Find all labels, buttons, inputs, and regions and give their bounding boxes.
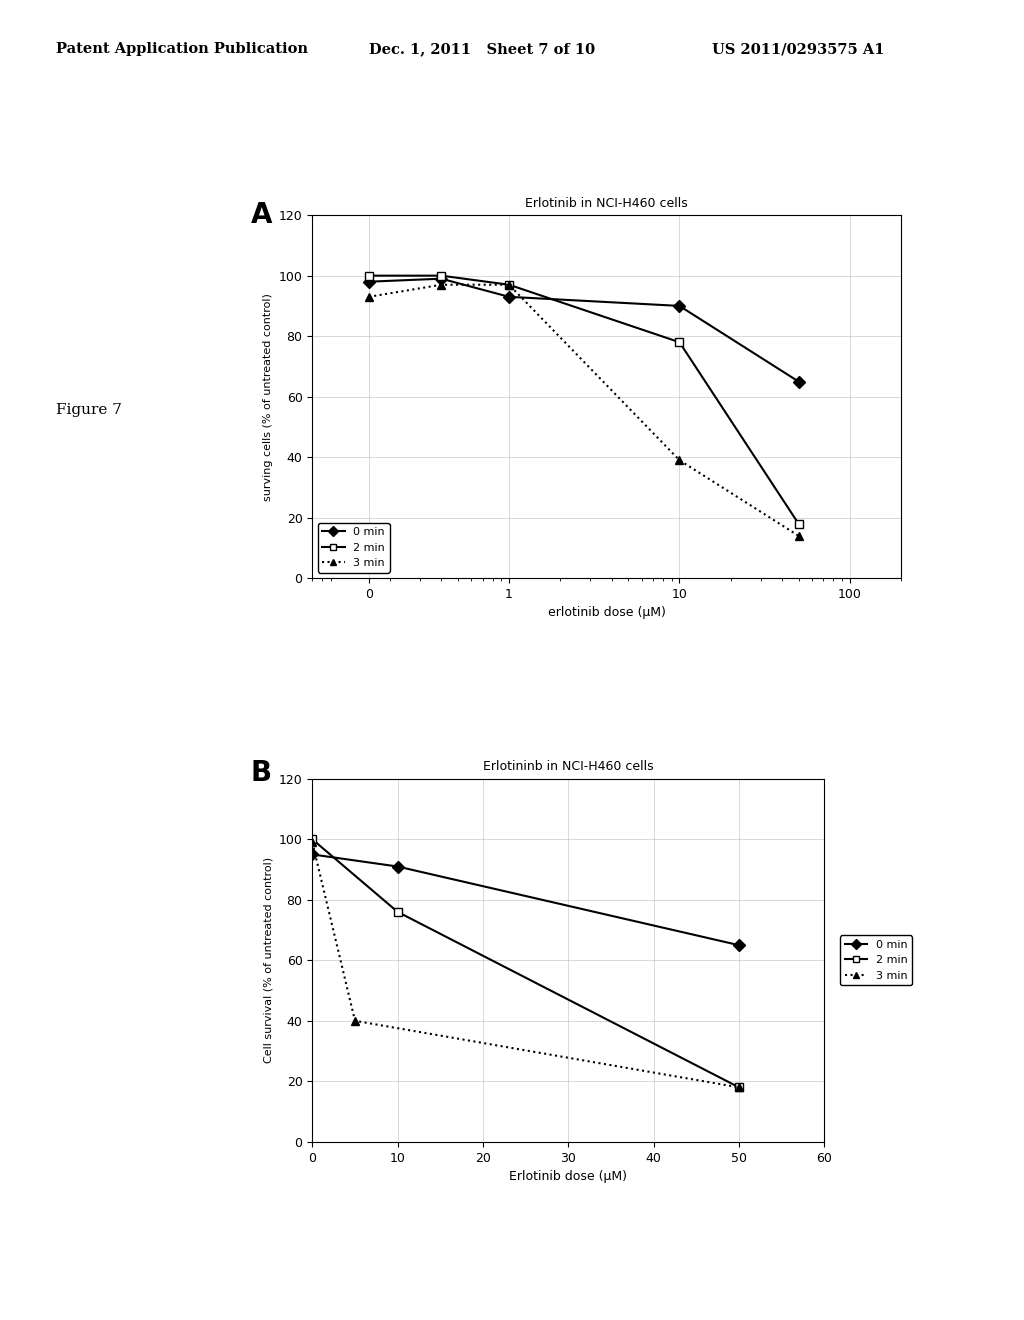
2 min bbox=[391, 904, 403, 920]
3 min bbox=[349, 1012, 361, 1028]
0 min bbox=[362, 273, 375, 289]
0 min bbox=[391, 858, 403, 874]
Text: Patent Application Publication: Patent Application Publication bbox=[56, 42, 308, 57]
2 min bbox=[674, 334, 686, 350]
Legend: 0 min, 2 min, 3 min: 0 min, 2 min, 3 min bbox=[840, 936, 911, 985]
2 min bbox=[503, 277, 515, 293]
Text: Figure 7: Figure 7 bbox=[56, 403, 122, 417]
2 min bbox=[733, 1080, 745, 1096]
Y-axis label: Cell survival (% of untreated control): Cell survival (% of untreated control) bbox=[263, 857, 273, 1064]
2 min bbox=[435, 268, 447, 284]
Text: Dec. 1, 2011   Sheet 7 of 10: Dec. 1, 2011 Sheet 7 of 10 bbox=[369, 42, 595, 57]
X-axis label: Erlotinib dose (μM): Erlotinib dose (μM) bbox=[509, 1170, 628, 1183]
Text: B: B bbox=[251, 759, 272, 787]
Legend: 0 min, 2 min, 3 min: 0 min, 2 min, 3 min bbox=[317, 523, 389, 573]
3 min bbox=[435, 277, 447, 293]
Title: Erlotinib in NCI-H460 cells: Erlotinib in NCI-H460 cells bbox=[525, 197, 688, 210]
Line: 2 min: 2 min bbox=[308, 836, 743, 1092]
3 min bbox=[306, 834, 318, 850]
0 min bbox=[793, 374, 805, 389]
3 min bbox=[503, 277, 515, 293]
Line: 3 min: 3 min bbox=[365, 281, 803, 540]
X-axis label: erlotinib dose (μM): erlotinib dose (μM) bbox=[548, 606, 666, 619]
0 min bbox=[435, 271, 447, 286]
3 min bbox=[733, 1080, 745, 1096]
2 min bbox=[306, 832, 318, 847]
Line: 0 min: 0 min bbox=[365, 275, 803, 385]
2 min bbox=[362, 268, 375, 284]
0 min bbox=[503, 289, 515, 305]
0 min bbox=[674, 298, 686, 314]
3 min bbox=[674, 453, 686, 469]
Text: US 2011/0293575 A1: US 2011/0293575 A1 bbox=[712, 42, 884, 57]
3 min bbox=[793, 528, 805, 544]
Y-axis label: surving cells (% of untreated control): surving cells (% of untreated control) bbox=[263, 293, 273, 500]
0 min bbox=[306, 846, 318, 862]
Line: 2 min: 2 min bbox=[365, 272, 803, 528]
2 min bbox=[793, 516, 805, 532]
Text: A: A bbox=[251, 201, 272, 228]
3 min bbox=[362, 289, 375, 305]
0 min bbox=[733, 937, 745, 953]
Line: 0 min: 0 min bbox=[308, 850, 743, 949]
Line: 3 min: 3 min bbox=[308, 838, 743, 1092]
Title: Erlotininb in NCI-H460 cells: Erlotininb in NCI-H460 cells bbox=[483, 760, 653, 774]
